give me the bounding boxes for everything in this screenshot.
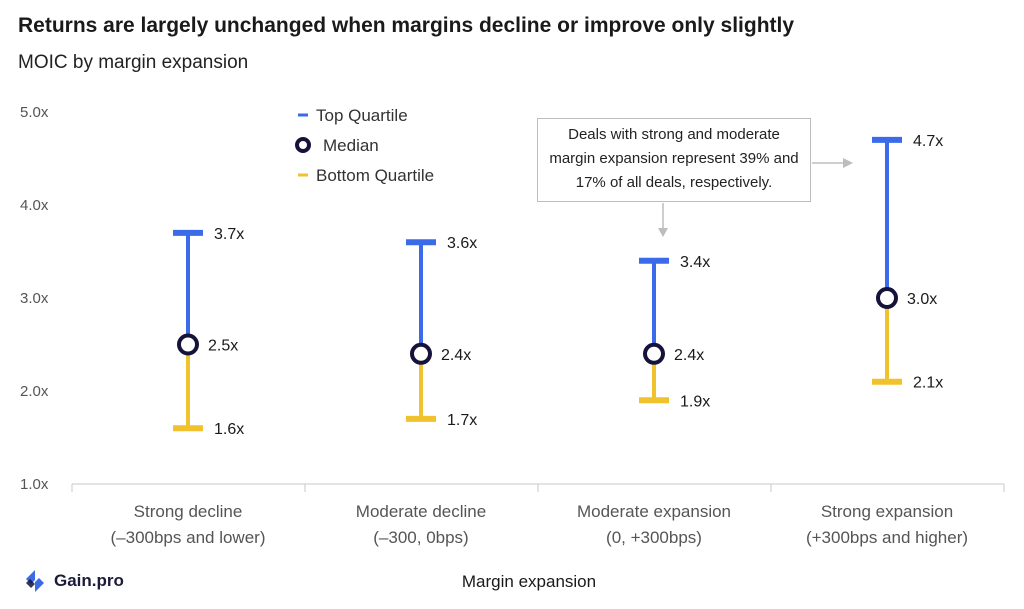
annotation-line-2: margin expansion represent 39% and xyxy=(549,150,799,167)
bottom-quartile-label: 1.7x xyxy=(447,412,477,429)
category-label: (–300bps and lower) xyxy=(111,528,266,547)
bottom-quartile-label: 1.9x xyxy=(680,393,710,410)
annotation-arrowhead-right xyxy=(843,158,853,168)
category-label: Moderate decline xyxy=(356,502,486,521)
legend-label: Top Quartile xyxy=(316,106,408,125)
logo: Gain.pro xyxy=(22,568,124,594)
median-label: 3.0x xyxy=(907,291,937,308)
top-quartile-label: 3.7x xyxy=(214,226,244,243)
median-label: 2.4x xyxy=(674,347,704,364)
y-tick-label: 3.0x xyxy=(20,290,49,307)
category-label: Strong decline xyxy=(134,502,243,521)
median-marker xyxy=(643,342,665,365)
top-quartile-label: 3.6x xyxy=(447,235,477,252)
category-label: (–300, 0bps) xyxy=(373,528,468,547)
median-label: 2.5x xyxy=(208,338,238,355)
y-tick-label: 2.0x xyxy=(20,383,49,400)
median-marker xyxy=(876,287,898,309)
bottom-quartile-label: 2.1x xyxy=(913,375,943,392)
category-label: Moderate expansion xyxy=(577,502,731,521)
category-label: (+300bps and higher) xyxy=(806,528,968,547)
bottom-quartile-label: 1.6x xyxy=(214,421,244,438)
gain-pro-logo-icon xyxy=(26,570,44,592)
y-tick-label: 1.0x xyxy=(20,476,49,493)
legend-median-swatch xyxy=(295,137,311,153)
top-quartile-label: 3.4x xyxy=(680,254,710,271)
legend-label: Median xyxy=(323,136,379,155)
annotation-arrowhead-down xyxy=(658,228,668,237)
annotation-line-3: 17% of all deals, respectively. xyxy=(575,174,773,191)
annotation-box: Deals with strong and moderate margin ex… xyxy=(537,118,811,202)
annotation-line-1: Deals with strong and moderate xyxy=(568,126,780,143)
chart-title: Returns are largely unchanged when margi… xyxy=(18,14,795,37)
top-quartile-label: 4.7x xyxy=(913,133,943,150)
x-axis-title: Margin expansion xyxy=(462,572,596,591)
y-tick-label: 4.0x xyxy=(20,197,49,214)
median-marker xyxy=(410,342,432,365)
chart-subtitle: MOIC by margin expansion xyxy=(18,52,249,73)
category-label: Strong expansion xyxy=(821,502,953,521)
legend-label: Bottom Quartile xyxy=(316,166,434,185)
median-label: 2.4x xyxy=(441,347,471,364)
logo-text: Gain.pro xyxy=(54,571,124,590)
median-marker xyxy=(177,333,199,356)
category-label: (0, +300bps) xyxy=(606,528,702,547)
y-tick-label: 5.0x xyxy=(20,104,49,121)
